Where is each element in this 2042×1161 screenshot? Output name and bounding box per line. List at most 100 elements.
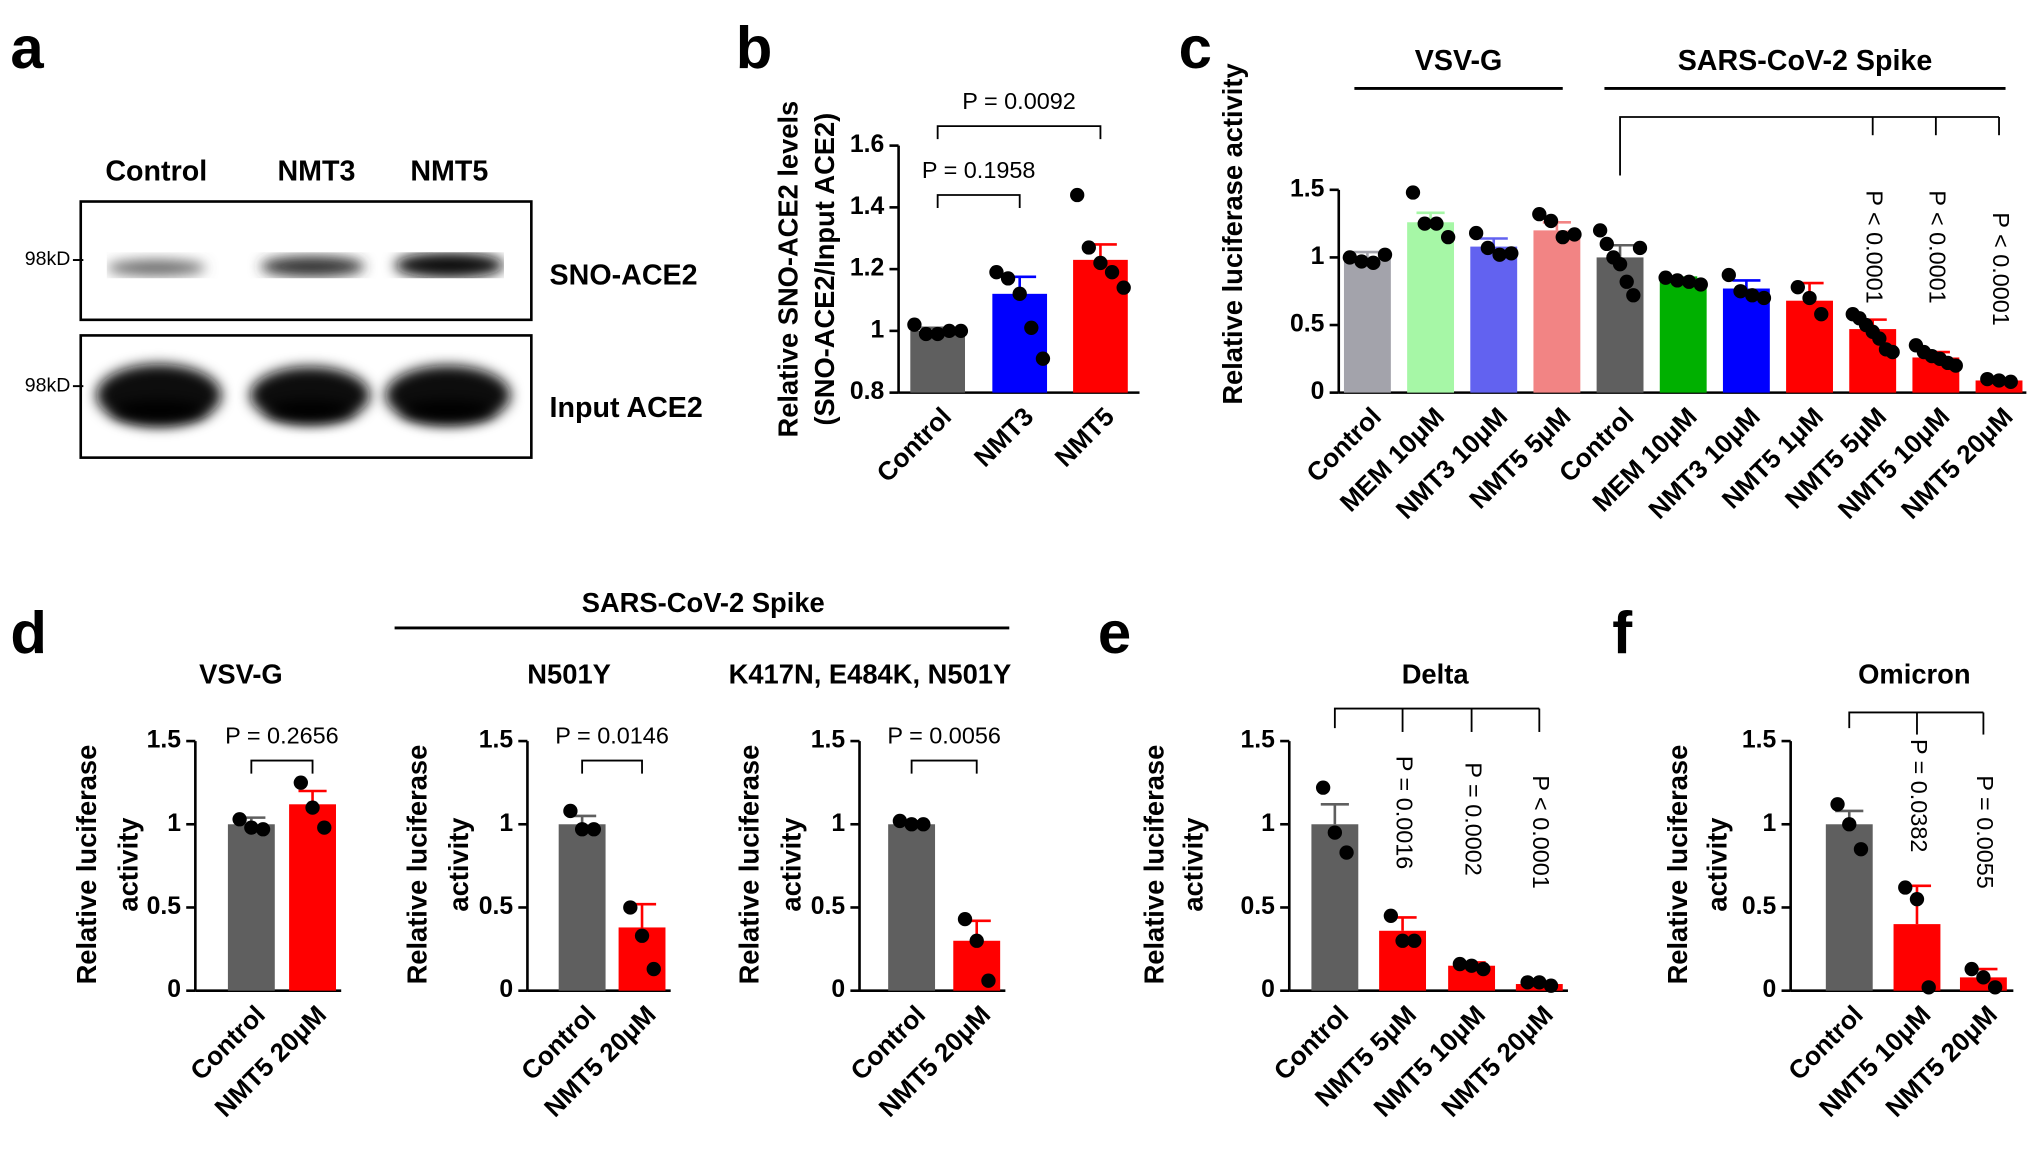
y-axis-label: Relative luciferase [1139, 745, 1170, 985]
data-point [989, 265, 1004, 280]
lane-label: Control [105, 155, 207, 187]
panel-letter: c [1179, 14, 1212, 81]
data-point [1377, 247, 1393, 262]
data-point [1733, 284, 1748, 299]
data-point [1543, 213, 1559, 229]
p-value: P < 0.0001 [1528, 775, 1554, 888]
data-point [634, 928, 650, 943]
bar [888, 824, 936, 991]
y-tick-label: 1.6 [850, 131, 884, 158]
data-point [1383, 908, 1399, 923]
p-value: P < 0.0001 [1988, 212, 2014, 325]
y-tick-label: 1 [1763, 810, 1777, 837]
bracket [1619, 116, 2000, 176]
panel-letter: b [736, 14, 773, 81]
data-point [892, 813, 908, 829]
bar [1343, 257, 1391, 393]
p-value: P = 0.0002 [1460, 762, 1486, 875]
group-label: VSV-G [1415, 45, 1503, 77]
data-point [1070, 187, 1085, 203]
y-axis-label: activity [443, 817, 474, 912]
data-point [1693, 277, 1708, 292]
data-point [646, 961, 661, 977]
y-tick-label: 0.5 [811, 893, 846, 920]
y-tick-label: 1.2 [850, 255, 884, 282]
bar [910, 330, 966, 393]
x-tick-label: NMT3 [968, 401, 1039, 472]
lane-label: NMT5 [410, 155, 488, 187]
y-tick-label: 1 [870, 316, 884, 343]
data-point [1480, 240, 1496, 256]
y-tick-label: 1.5 [811, 727, 846, 754]
data-point [2003, 374, 2018, 389]
bar [1596, 257, 1644, 393]
group-title: SARS-CoV-2 Spike [582, 587, 825, 618]
data-point [1081, 240, 1096, 255]
bar [1073, 259, 1128, 393]
y-axis-label: Relative luciferase activity [1217, 63, 1248, 405]
data-point [1093, 255, 1108, 271]
data-point [1964, 961, 1979, 977]
y-tick-label: 0 [831, 976, 845, 1003]
data-point [1116, 280, 1131, 295]
data-point [1327, 825, 1343, 840]
data-point [1354, 254, 1369, 269]
p-value: P = 0.0056 [887, 722, 1001, 748]
y-axis-label: activity [112, 817, 143, 912]
y-tick-label: 1.4 [850, 193, 885, 220]
data-point [1555, 229, 1570, 245]
data-point [1898, 880, 1913, 895]
y-axis-label: activity [1178, 817, 1209, 912]
data-point [1342, 250, 1357, 265]
y-tick-label: 0.8 [850, 378, 884, 405]
y-tick-label: 0.5 [1742, 893, 1777, 920]
bar [1893, 924, 1941, 991]
data-point [1532, 207, 1547, 222]
data-point [1567, 227, 1582, 242]
data-point [1790, 280, 1805, 295]
data-point [1802, 290, 1817, 306]
data-point [623, 900, 638, 915]
error-bar [1320, 803, 1349, 825]
p-value: P = 0.1958 [922, 157, 1036, 183]
data-point [586, 822, 602, 837]
data-point [1626, 288, 1641, 303]
p-value: P < 0.0001 [1925, 190, 1951, 303]
p-value: P = 0.0146 [555, 722, 669, 748]
bracket [1333, 707, 1540, 729]
data-point [1909, 892, 1925, 907]
bar [289, 804, 336, 991]
y-axis-label: Relative luciferase [1662, 745, 1693, 985]
chart-title: K417N, E484K, N501Y [729, 658, 1012, 689]
lane-label: NMT3 [277, 155, 355, 187]
y-tick-label: 0.5 [479, 893, 514, 920]
y-tick-label: 0.5 [147, 893, 182, 920]
y-axis-label: (SNO-ACE2/Input ACE2) [809, 113, 840, 426]
y-tick-label: 1.5 [1290, 175, 1325, 202]
data-point [1619, 274, 1634, 289]
y-tick-label: 1 [1311, 243, 1325, 270]
y-axis-label: Relative luciferase [734, 745, 765, 985]
data-point [293, 775, 308, 790]
data-point [1000, 271, 1016, 286]
data-point [1885, 344, 1900, 360]
bar [1407, 222, 1455, 393]
y-axis-label: activity [775, 817, 806, 912]
data-point [1632, 240, 1648, 256]
data-point [1681, 274, 1697, 289]
data-point [1504, 246, 1519, 261]
y-tick-label: 0 [1763, 976, 1777, 1003]
data-point [1948, 358, 1963, 373]
data-point [1429, 216, 1444, 231]
data-point [969, 933, 984, 948]
data-point [1440, 229, 1456, 245]
row-label: Input ACE2 [550, 392, 703, 424]
panel-letter: e [1098, 599, 1131, 666]
bracket [1848, 711, 1984, 729]
p-value: P = 0.0016 [1391, 756, 1417, 869]
p-value: P < 0.0001 [1862, 190, 1888, 303]
blot-top [79, 200, 533, 322]
data-point [305, 800, 320, 815]
data-point [916, 817, 931, 832]
